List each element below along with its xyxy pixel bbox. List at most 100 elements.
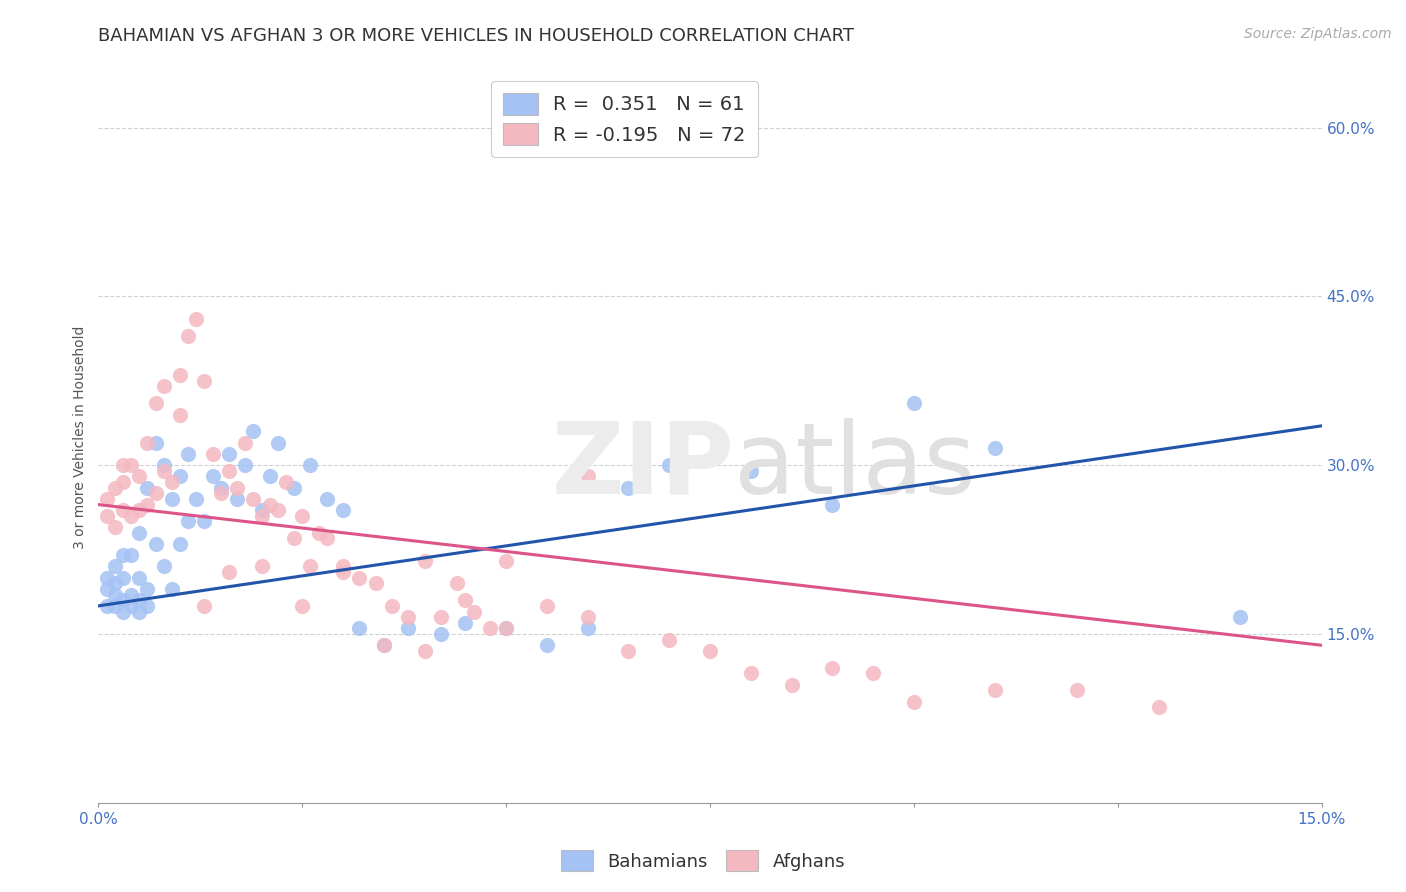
Point [120,458,142,473]
Point [104,599,127,613]
Legend: R =  0.351   N = 61, R = -0.195   N = 72: R = 0.351 N = 61, R = -0.195 N = 72 [491,81,758,157]
Point [96,508,118,523]
Point [373,638,395,652]
Point [381,599,404,613]
Point [373,638,395,652]
Point [446,576,468,591]
Point [136,582,159,596]
Point [699,644,721,658]
Point [136,498,159,512]
Point [430,627,453,641]
Point [903,396,925,410]
Point [104,559,127,574]
Point [903,694,925,708]
Point [145,486,167,500]
Point [218,464,240,478]
Point [259,469,281,483]
Point [145,396,167,410]
Point [291,508,314,523]
Point [209,486,232,500]
Point [136,435,159,450]
Point [193,374,215,388]
Point [536,638,558,652]
Point [136,481,159,495]
Point [495,621,517,635]
Point [315,532,337,546]
Point [617,644,640,658]
Point [349,571,371,585]
Point [233,458,256,473]
Point [111,475,134,489]
Point [128,605,150,619]
Point [111,593,134,607]
Point [396,610,419,624]
Point [315,491,337,506]
Point [495,621,517,635]
Text: BAHAMIAN VS AFGHAN 3 OR MORE VEHICLES IN HOUSEHOLD CORRELATION CHART: BAHAMIAN VS AFGHAN 3 OR MORE VEHICLES IN… [98,27,855,45]
Point [104,520,127,534]
Point [821,661,844,675]
Point [111,503,134,517]
Point [862,666,884,681]
Point [658,458,681,473]
Point [145,537,167,551]
Point [193,599,215,613]
Point [226,481,249,495]
Point [96,491,118,506]
Point [111,571,134,585]
Point [536,599,558,613]
Point [1229,610,1251,624]
Point [332,503,354,517]
Point [177,447,200,461]
Point [576,610,599,624]
Point [104,588,127,602]
Point [267,435,290,450]
Point [177,515,200,529]
Point [120,508,142,523]
Point [299,458,322,473]
Point [242,425,264,439]
Point [120,599,142,613]
Point [984,442,1007,456]
Point [104,481,127,495]
Point [617,481,640,495]
Point [128,593,150,607]
Point [283,532,305,546]
Legend: Bahamians, Afghans: Bahamians, Afghans [554,843,852,879]
Point [364,576,387,591]
Y-axis label: 3 or more Vehicles in Household: 3 or more Vehicles in Household [73,326,87,549]
Point [128,469,150,483]
Point [96,582,118,596]
Point [576,621,599,635]
Point [96,571,118,585]
Point [120,588,142,602]
Point [186,491,208,506]
Point [454,593,477,607]
Point [780,678,803,692]
Point [984,683,1007,698]
Point [104,576,127,591]
Point [152,464,174,478]
Text: Source: ZipAtlas.com: Source: ZipAtlas.com [1244,27,1392,41]
Point [349,621,371,635]
Point [740,666,762,681]
Point [152,458,174,473]
Point [169,537,191,551]
Point [201,469,224,483]
Point [218,447,240,461]
Point [430,610,453,624]
Point [463,605,485,619]
Point [259,498,281,512]
Point [96,599,118,613]
Point [250,508,273,523]
Point [250,559,273,574]
Point [1066,683,1088,698]
Point [396,621,419,635]
Point [226,491,249,506]
Point [145,435,167,450]
Point [177,328,200,343]
Point [250,503,273,517]
Point [1147,700,1170,714]
Point [332,565,354,579]
Point [193,515,215,529]
